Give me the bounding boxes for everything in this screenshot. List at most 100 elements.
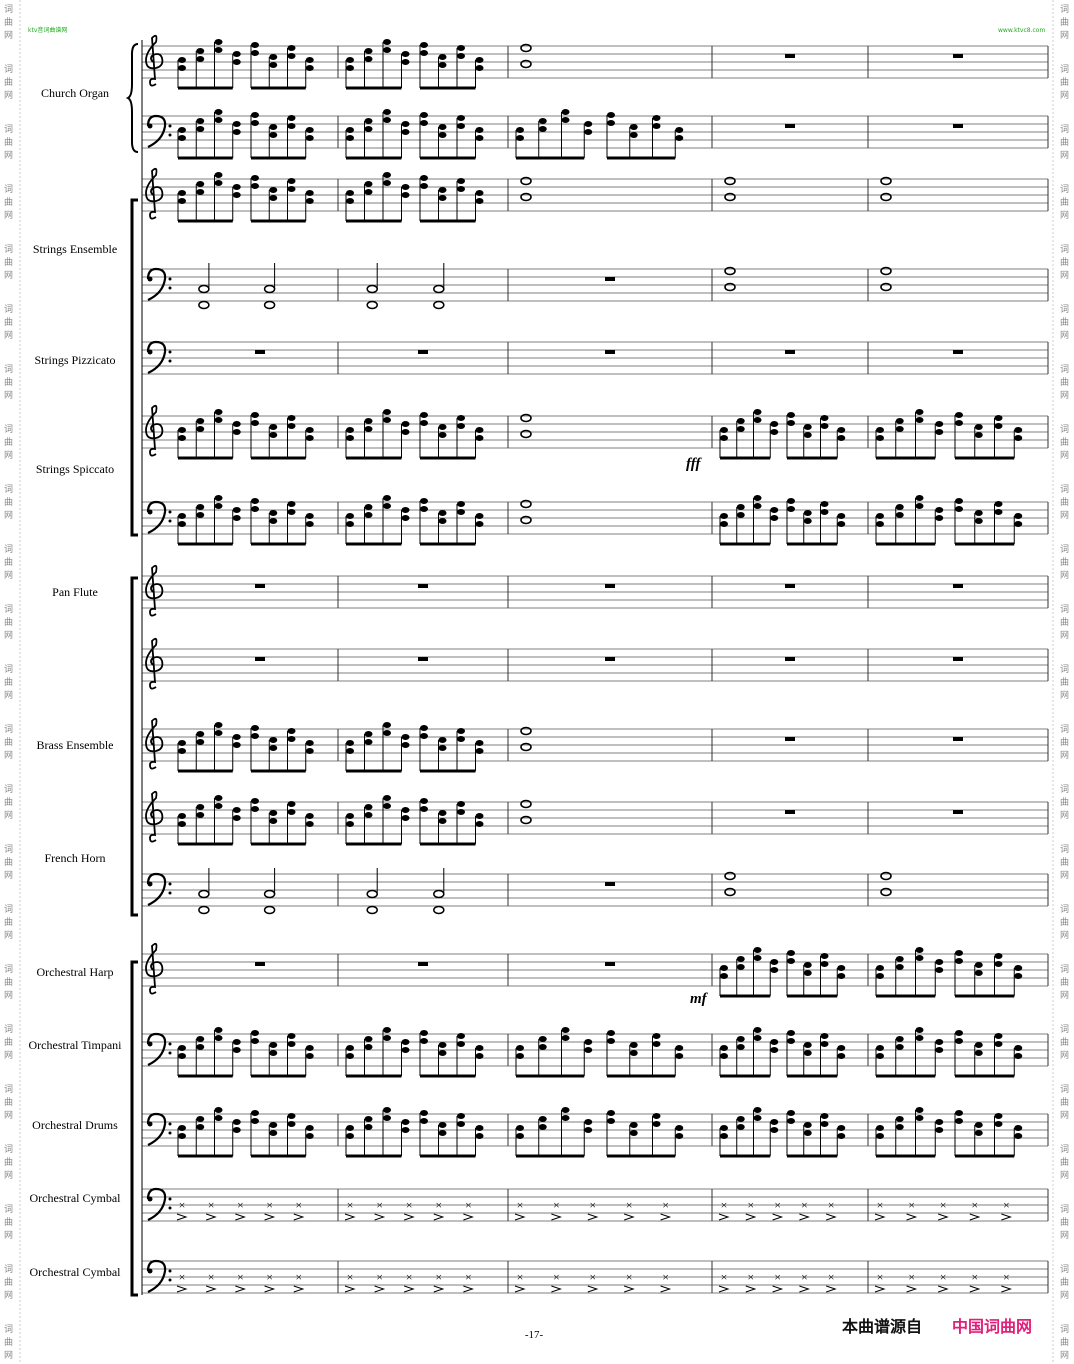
- whole-note: [880, 192, 892, 202]
- note-head: [196, 1124, 205, 1130]
- note-head: [214, 47, 223, 53]
- note-head: [196, 812, 205, 818]
- note-head: [895, 1036, 904, 1042]
- note-head: [753, 947, 762, 953]
- note-head: [287, 115, 296, 121]
- note-head: [770, 429, 779, 435]
- side-watermark: 曲: [4, 197, 13, 208]
- side-watermark: 网: [1060, 1110, 1069, 1121]
- whole-note: [520, 192, 532, 202]
- note-head: [561, 1027, 570, 1033]
- note-head: [915, 1115, 924, 1121]
- side-watermark: 词: [4, 1324, 13, 1335]
- note-head: [364, 189, 373, 195]
- note-head: [305, 1133, 314, 1139]
- note-head: [837, 1045, 846, 1051]
- note-head: [269, 818, 278, 824]
- side-watermark: 网: [1060, 510, 1069, 521]
- note-head: [629, 124, 638, 130]
- accent: [799, 1213, 810, 1221]
- note-head: [305, 821, 314, 827]
- note-head: [196, 739, 205, 745]
- side-watermark: 词: [1060, 1264, 1069, 1275]
- accent: [745, 1213, 757, 1221]
- note-head: [457, 1121, 465, 1127]
- accent: [587, 1285, 599, 1293]
- cross-note: ×: [295, 1270, 302, 1284]
- side-watermark: 网: [1060, 150, 1069, 161]
- note-head: [438, 54, 447, 60]
- whole-rest: [785, 737, 795, 741]
- side-watermark: 词: [4, 964, 13, 975]
- note-head: [305, 65, 314, 71]
- note-head: [994, 501, 1003, 507]
- note-head: [287, 1113, 296, 1119]
- half-note: [433, 905, 445, 915]
- accent: [969, 1285, 981, 1293]
- note-head: [346, 813, 354, 819]
- note-head: [457, 115, 465, 121]
- bass-clef: [168, 510, 172, 514]
- note-head: [287, 801, 296, 807]
- bass-clef: [168, 1051, 172, 1055]
- accent: [587, 1213, 599, 1221]
- note-head: [955, 412, 963, 418]
- half-note: [198, 300, 210, 310]
- cross-note: ×: [179, 1198, 186, 1212]
- note-head: [736, 504, 745, 510]
- note-head: [383, 172, 391, 178]
- whole-note: [520, 499, 532, 509]
- whole-rest: [953, 350, 963, 354]
- note-head: [346, 198, 354, 204]
- instrument-name: Orchestral Drums: [32, 1118, 118, 1132]
- note-head: [305, 740, 314, 746]
- note-head: [837, 1125, 846, 1131]
- whole-note: [520, 43, 532, 53]
- note-head: [383, 109, 391, 115]
- note-head: [346, 748, 354, 754]
- note-head: [438, 1130, 447, 1136]
- note-head: [364, 118, 373, 124]
- side-watermark: 词: [4, 844, 13, 855]
- note-head: [720, 1125, 728, 1131]
- bass-clef: [147, 509, 153, 515]
- side-watermark: 网: [4, 750, 13, 761]
- note-head: [364, 56, 373, 62]
- side-watermark: 曲: [4, 1217, 13, 1228]
- cross-note: ×: [589, 1270, 596, 1284]
- note-head: [1014, 1045, 1023, 1051]
- note-head: [305, 198, 314, 204]
- side-watermark: 网: [1060, 810, 1069, 821]
- note-head: [401, 515, 410, 521]
- note-head: [955, 1030, 963, 1036]
- cross-note: ×: [347, 1198, 354, 1212]
- note-head: [178, 135, 186, 141]
- side-watermark: 网: [1060, 1170, 1069, 1181]
- note-head: [475, 190, 484, 196]
- note-head: [584, 1039, 593, 1045]
- note-head: [401, 51, 410, 57]
- note-head: [214, 795, 223, 801]
- side-watermark: 词: [4, 604, 13, 615]
- accent: [745, 1285, 757, 1293]
- bass-clef: [146, 1112, 167, 1146]
- note-head: [720, 965, 728, 971]
- half-note: [198, 905, 210, 915]
- cross-note: ×: [295, 1198, 302, 1212]
- note-head: [232, 429, 241, 435]
- note-head: [475, 1053, 484, 1059]
- note-head: [420, 1118, 428, 1124]
- note-head: [736, 418, 745, 424]
- note-head: [383, 1027, 391, 1033]
- note-head: [974, 518, 983, 524]
- note-head: [346, 65, 354, 71]
- note-head: [383, 495, 391, 501]
- note-head: [364, 426, 373, 432]
- cross-note: ×: [877, 1198, 884, 1212]
- note-head: [214, 803, 223, 809]
- cross-note: ×: [1003, 1270, 1010, 1284]
- whole-rest: [418, 962, 428, 966]
- note-head: [178, 435, 186, 441]
- cross-note: ×: [801, 1198, 808, 1212]
